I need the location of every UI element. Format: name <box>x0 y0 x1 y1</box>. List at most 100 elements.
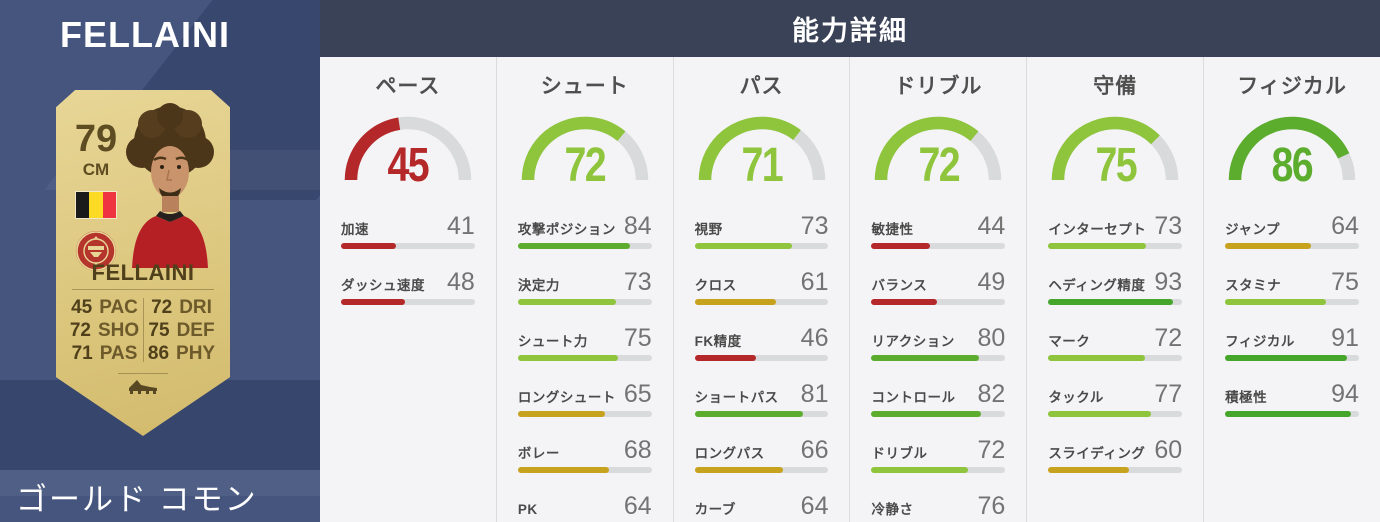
stat-value: 84 <box>623 212 652 240</box>
stat-row: インターセプト 73 <box>1048 214 1183 249</box>
stat-label: PK <box>517 502 538 517</box>
category-stat-list: インターセプト 73 ヘディング精度 93 マーク 72 タックル 77 スライディング 60 <box>1027 214 1203 473</box>
card-stat-sho: 72 SHO <box>69 319 140 341</box>
stat-row-text: バランス 49 <box>871 270 1005 295</box>
stat-value: 61 <box>800 268 829 296</box>
stat-label: ボレー <box>517 446 560 461</box>
stat-bar-fill <box>1048 411 1152 417</box>
stat-bar <box>1225 411 1359 417</box>
stat-bar <box>694 355 829 361</box>
stat-row: コントロール 82 <box>871 382 1006 417</box>
stat-value: 75 <box>623 324 652 352</box>
category-rating: 75 <box>1094 139 1137 192</box>
stat-label: マーク <box>1048 334 1091 349</box>
stat-value: 64 <box>1331 212 1359 240</box>
card-position: CM <box>82 160 110 179</box>
stat-label: コントロール <box>871 390 956 405</box>
stat-bar-fill <box>341 299 406 305</box>
category-stat-list: 視野 73 クロス 61 FK精度 46 ショートパス 81 ロングパス 66 カーブ 64 <box>674 214 850 522</box>
stat-bar <box>871 299 1006 305</box>
stat-label: ロングシュート <box>517 390 616 405</box>
stat-row: ボレー 68 <box>517 438 652 473</box>
category-title: パス <box>739 75 784 98</box>
stat-bar <box>694 299 829 305</box>
category-gauge: 71 <box>692 108 832 190</box>
stat-label: スライディング <box>1048 446 1146 461</box>
category-gauge: 75 <box>1045 108 1185 190</box>
stat-label: フィジカル <box>1225 334 1295 349</box>
stat-bar-fill <box>871 243 931 249</box>
stat-row-text: カーブ 64 <box>695 494 829 519</box>
stat-bar-fill <box>517 467 609 473</box>
club-crest-icon <box>76 231 116 271</box>
card-stat-pac: 45 PAC <box>71 296 138 318</box>
stat-bar <box>1225 243 1359 249</box>
category-rating: 86 <box>1271 139 1314 192</box>
player-panel: FELLAINI 79 CM <box>0 0 320 522</box>
stat-bar <box>871 355 1006 361</box>
stat-value: 72 <box>1154 324 1183 352</box>
stat-bar <box>517 243 652 249</box>
stat-value: 94 <box>1331 380 1359 408</box>
stat-label: バランス <box>871 278 928 293</box>
stat-row: タックル 77 <box>1048 382 1183 417</box>
stat-bar-fill <box>871 355 979 361</box>
stat-row-text: フィジカル 91 <box>1225 326 1359 351</box>
stat-bar <box>871 467 1006 473</box>
stat-bar <box>1225 355 1359 361</box>
stat-label: インターセプト <box>1048 222 1147 237</box>
stat-value: 73 <box>623 268 652 296</box>
stat-bar <box>1048 299 1183 305</box>
card-quick-stats: 45 PAC 72 SHO 71 PAS 72 DRI 75 DEF 86 PH… <box>66 296 220 366</box>
stat-value: 64 <box>623 492 652 520</box>
stat-row-text: シュート力 75 <box>518 326 652 351</box>
stat-value: 65 <box>623 380 652 408</box>
stat-category-3: ドリブル 72 敏捷性 44 バランス 49 リアクション 80 コントロール 82 ドリブル 72 冷… <box>850 57 1028 522</box>
stat-label: 攻撃ポジション <box>517 222 616 237</box>
stat-label: リアクション <box>871 334 955 349</box>
panel-header: 能力詳細 <box>320 0 1380 57</box>
category-rating: 72 <box>564 139 606 192</box>
stat-row: ジャンプ 64 <box>1225 214 1359 249</box>
card-divider <box>143 298 144 362</box>
stat-label: 冷静さ <box>871 502 914 517</box>
category-title: 守備 <box>1093 75 1138 98</box>
stat-bar-fill <box>341 243 396 249</box>
stat-label: ロングパス <box>694 446 765 461</box>
stat-label: ショートパス <box>694 390 779 405</box>
category-stat-list: ジャンプ 64 スタミナ 75 フィジカル 91 積極性 94 <box>1204 214 1380 417</box>
stat-row-text: リアクション 80 <box>871 326 1005 351</box>
stat-bar <box>694 467 829 473</box>
stat-bar <box>694 243 829 249</box>
stat-value: 64 <box>800 492 829 520</box>
stat-bar-fill <box>1048 467 1129 473</box>
stat-row: ロングパス 66 <box>694 436 829 473</box>
stat-row: ヘディング精度 93 <box>1048 270 1183 305</box>
stat-label: ドリブル <box>871 446 928 461</box>
player-photo <box>126 103 214 268</box>
stat-row-text: タックル 77 <box>1048 382 1182 407</box>
stat-label: 視野 <box>694 222 723 237</box>
stat-row-text: ヘディング精度 93 <box>1048 270 1182 295</box>
stat-bar-fill <box>1225 411 1351 417</box>
stat-row-text: スタミナ 75 <box>1225 270 1359 295</box>
stat-value: 49 <box>977 268 1006 296</box>
stat-row-text: ロングシュート 65 <box>518 382 652 407</box>
stat-row-text: FK精度 46 <box>695 326 829 351</box>
stat-row: シュート力 75 <box>517 326 652 361</box>
stat-row-text: ジャンプ 64 <box>1225 214 1359 239</box>
stat-value: 77 <box>1154 380 1183 408</box>
stat-label: タックル <box>1048 390 1104 405</box>
stat-category-5: フィジカル 86 ジャンプ 64 スタミナ 75 フィジカル 91 積極性 94 <box>1204 57 1380 522</box>
stat-row-text: スライディング 60 <box>1048 438 1182 463</box>
stat-row: バランス 49 <box>871 270 1006 305</box>
stat-row-text: 視野 73 <box>695 214 829 239</box>
card-divider <box>118 373 168 374</box>
player-name-title: FELLAINI <box>60 14 230 55</box>
stat-row: ダッシュ速度 48 <box>341 270 475 305</box>
stat-bar <box>517 355 652 361</box>
stat-row: FK精度 46 <box>694 326 829 361</box>
stat-row: スタミナ 75 <box>1225 270 1359 305</box>
stat-value: 66 <box>800 436 829 464</box>
category-rating: 71 <box>741 139 783 192</box>
